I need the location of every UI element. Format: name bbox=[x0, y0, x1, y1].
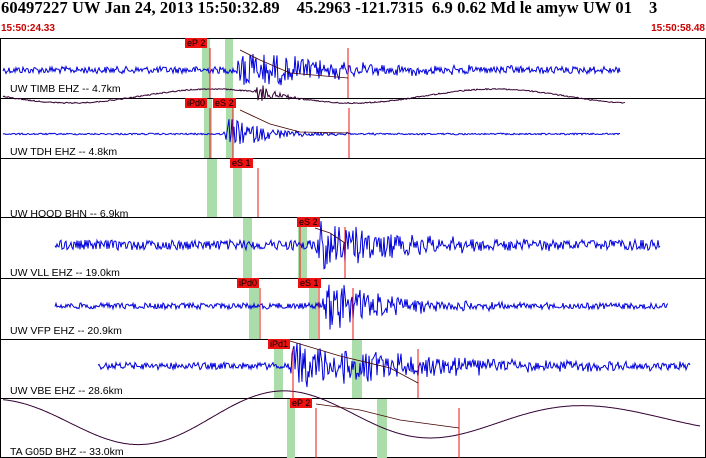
waveform-trace bbox=[2, 53, 621, 86]
pick-label: iPd0 bbox=[237, 278, 260, 288]
coda-curve bbox=[289, 340, 419, 384]
pick-window bbox=[204, 99, 212, 158]
trace-label-vfp: UW VFP EHZ -- 20.9km bbox=[10, 325, 122, 337]
pick-window bbox=[233, 159, 242, 217]
waveform-trace bbox=[2, 119, 621, 145]
pick-label: eS 2 bbox=[213, 98, 236, 108]
end-time: 15:50:58.48 bbox=[651, 23, 705, 34]
coda-curve bbox=[239, 109, 350, 134]
pick-label: eS 2 bbox=[297, 217, 320, 227]
pick-label: iPd1 bbox=[268, 339, 291, 349]
start-time: 15:50:24.33 bbox=[1, 23, 55, 34]
trace-label-hood: UW HOOD BHN -- 6.9km bbox=[10, 208, 129, 220]
pick-window bbox=[309, 279, 318, 339]
pick-label: iPd0 bbox=[185, 98, 208, 108]
event-header: 60497227 UW Jan 24, 2013 15:50:32.89 45.… bbox=[0, 0, 706, 38]
pick-label: eS 1 bbox=[230, 158, 253, 168]
waveform-trace bbox=[54, 221, 661, 270]
waveform-trace bbox=[2, 390, 701, 446]
pick-window bbox=[249, 279, 259, 339]
pick-label: eP 2 bbox=[185, 38, 208, 48]
pick-window bbox=[207, 159, 217, 217]
trace-label-vll: UW VLL EHZ -- 19.0km bbox=[10, 267, 120, 279]
coda-curve bbox=[315, 403, 460, 429]
seismogram-panel: UW TIMB EHZ -- 4.7km UW TDH EHZ -- 4.8km… bbox=[0, 38, 706, 458]
pick-window bbox=[243, 218, 252, 278]
trace-label-timb: UW TIMB EHZ -- 4.7km bbox=[10, 83, 121, 95]
trace-label-tdh: UW TDH EHZ -- 4.8km bbox=[10, 146, 118, 158]
pick-window bbox=[274, 340, 283, 398]
coda-curve bbox=[239, 49, 349, 79]
seismogram-canvas bbox=[0, 38, 706, 458]
pick-window bbox=[202, 39, 210, 98]
trace-label-vbe: UW VBE EHZ -- 28.6km bbox=[10, 385, 123, 397]
pick-label: eS 1 bbox=[298, 278, 321, 288]
pick-window bbox=[287, 399, 295, 458]
waveform-trace bbox=[97, 342, 691, 388]
pick-label: eP 2 bbox=[290, 398, 313, 408]
waveform-trace bbox=[2, 85, 626, 105]
pick-window bbox=[377, 399, 387, 458]
event-title: 60497227 UW Jan 24, 2013 15:50:32.89 45.… bbox=[1, 0, 658, 17]
coda-curve bbox=[314, 227, 346, 244]
waveform-trace bbox=[54, 284, 669, 330]
trace-label-g05d: TA G05D BHZ -- 33.0km bbox=[10, 446, 124, 458]
pick-window bbox=[225, 39, 233, 98]
pick-window bbox=[352, 340, 362, 398]
